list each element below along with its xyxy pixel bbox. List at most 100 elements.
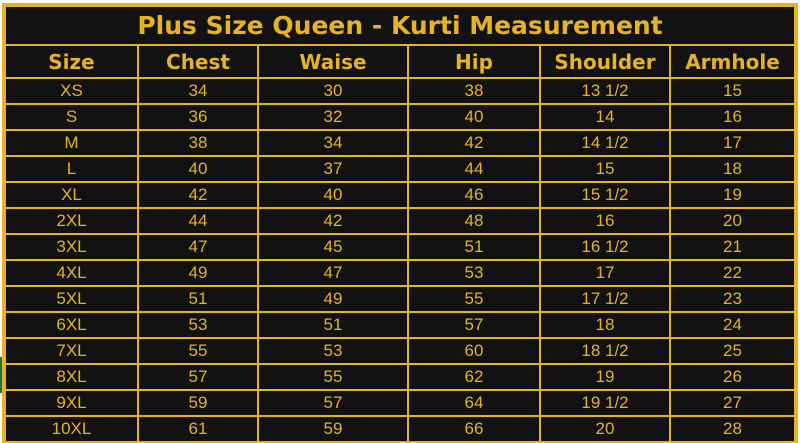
cell-shoulder: 15 1/2 bbox=[539, 181, 671, 209]
cell-chest: 36 bbox=[137, 103, 259, 131]
table-row: L 40 37 44 15 18 bbox=[4, 155, 796, 183]
cell-chest: 55 bbox=[137, 337, 259, 365]
cell-armhole: 27 bbox=[669, 389, 796, 417]
cell-armhole: 25 bbox=[669, 337, 796, 365]
cell-shoulder: 19 1/2 bbox=[539, 389, 671, 417]
cell-waise: 34 bbox=[257, 129, 409, 157]
cell-hip: 46 bbox=[407, 181, 541, 209]
cell-hip: 64 bbox=[407, 389, 541, 417]
cell-chest: 47 bbox=[137, 233, 259, 261]
cell-chest: 57 bbox=[137, 363, 259, 391]
cell-armhole: 22 bbox=[669, 259, 796, 287]
cell-chest: 34 bbox=[137, 77, 259, 105]
cell-size: M bbox=[4, 129, 139, 157]
table-row: M 38 34 42 14 1/2 17 bbox=[4, 129, 796, 157]
cell-armhole: 20 bbox=[669, 207, 796, 235]
cell-chest: 59 bbox=[137, 389, 259, 417]
cell-shoulder: 20 bbox=[539, 415, 671, 443]
cell-chest: 40 bbox=[137, 155, 259, 183]
cell-armhole: 15 bbox=[669, 77, 796, 105]
cell-size: 2XL bbox=[4, 207, 139, 235]
measurement-sheet: Plus Size Queen - Kurti Measurement Size… bbox=[2, 3, 798, 443]
cell-size: 10XL bbox=[4, 415, 139, 443]
cell-shoulder: 19 bbox=[539, 363, 671, 391]
cell-waise: 59 bbox=[257, 415, 409, 443]
cell-size: 9XL bbox=[4, 389, 139, 417]
cell-chest: 51 bbox=[137, 285, 259, 313]
cell-waise: 55 bbox=[257, 363, 409, 391]
cell-hip: 66 bbox=[407, 415, 541, 443]
cell-waise: 45 bbox=[257, 233, 409, 261]
cell-armhole: 23 bbox=[669, 285, 796, 313]
cell-waise: 53 bbox=[257, 337, 409, 365]
header-row: Size Chest Waise Hip Shoulder Armhole bbox=[4, 44, 796, 79]
cell-size: 6XL bbox=[4, 311, 139, 339]
table-row: XS 34 30 38 13 1/2 15 bbox=[4, 77, 796, 105]
cell-size: L bbox=[4, 155, 139, 183]
cell-size: S bbox=[4, 103, 139, 131]
cell-armhole: 17 bbox=[669, 129, 796, 157]
cell-chest: 49 bbox=[137, 259, 259, 287]
table-title: Plus Size Queen - Kurti Measurement bbox=[4, 5, 796, 46]
cell-waise: 32 bbox=[257, 103, 409, 131]
cell-armhole: 21 bbox=[669, 233, 796, 261]
cell-hip: 40 bbox=[407, 103, 541, 131]
cell-hip: 57 bbox=[407, 311, 541, 339]
cell-chest: 38 bbox=[137, 129, 259, 157]
table-row: 5XL 51 49 55 17 1/2 23 bbox=[4, 285, 796, 313]
cell-hip: 62 bbox=[407, 363, 541, 391]
table-row: 9XL 59 57 64 19 1/2 27 bbox=[4, 389, 796, 417]
column-header-size: Size bbox=[4, 44, 139, 79]
cell-armhole: 26 bbox=[669, 363, 796, 391]
cell-armhole: 18 bbox=[669, 155, 796, 183]
cell-waise: 42 bbox=[257, 207, 409, 235]
table-row: 10XL 61 59 66 20 28 bbox=[4, 415, 796, 443]
cell-shoulder: 17 1/2 bbox=[539, 285, 671, 313]
column-header-armhole: Armhole bbox=[669, 44, 796, 79]
cell-hip: 55 bbox=[407, 285, 541, 313]
size-chart-table: Plus Size Queen - Kurti Measurement Size… bbox=[4, 5, 796, 443]
cell-armhole: 19 bbox=[669, 181, 796, 209]
cell-chest: 44 bbox=[137, 207, 259, 235]
cell-waise: 47 bbox=[257, 259, 409, 287]
cell-shoulder: 16 bbox=[539, 207, 671, 235]
cell-waise: 57 bbox=[257, 389, 409, 417]
cell-armhole: 24 bbox=[669, 311, 796, 339]
table-row: S 36 32 40 14 16 bbox=[4, 103, 796, 131]
cell-size: XL bbox=[4, 181, 139, 209]
column-header-hip: Hip bbox=[407, 44, 541, 79]
table-row: 3XL 47 45 51 16 1/2 21 bbox=[4, 233, 796, 261]
cell-size: XS bbox=[4, 77, 139, 105]
table-row: 2XL 44 42 48 16 20 bbox=[4, 207, 796, 235]
column-header-shoulder: Shoulder bbox=[539, 44, 671, 79]
cell-size: 8XL bbox=[4, 363, 139, 391]
cell-shoulder: 18 1/2 bbox=[539, 337, 671, 365]
cell-hip: 51 bbox=[407, 233, 541, 261]
cell-waise: 37 bbox=[257, 155, 409, 183]
cell-hip: 53 bbox=[407, 259, 541, 287]
cell-shoulder: 16 1/2 bbox=[539, 233, 671, 261]
cell-chest: 61 bbox=[137, 415, 259, 443]
table-row: 7XL 55 53 60 18 1/2 25 bbox=[4, 337, 796, 365]
column-header-waise: Waise bbox=[257, 44, 409, 79]
cell-size: 4XL bbox=[4, 259, 139, 287]
cell-waise: 30 bbox=[257, 77, 409, 105]
cell-armhole: 28 bbox=[669, 415, 796, 443]
cell-hip: 60 bbox=[407, 337, 541, 365]
cell-shoulder: 14 1/2 bbox=[539, 129, 671, 157]
column-header-chest: Chest bbox=[137, 44, 259, 79]
cell-hip: 44 bbox=[407, 155, 541, 183]
table-row: 6XL 53 51 57 18 24 bbox=[4, 311, 796, 339]
table-row: XL 42 40 46 15 1/2 19 bbox=[4, 181, 796, 209]
cell-waise: 49 bbox=[257, 285, 409, 313]
cell-size: 7XL bbox=[4, 337, 139, 365]
cell-chest: 42 bbox=[137, 181, 259, 209]
cell-waise: 51 bbox=[257, 311, 409, 339]
cell-armhole: 16 bbox=[669, 103, 796, 131]
cell-chest: 53 bbox=[137, 311, 259, 339]
cell-shoulder: 15 bbox=[539, 155, 671, 183]
cell-hip: 42 bbox=[407, 129, 541, 157]
table-row: 8XL 57 55 62 19 26 bbox=[4, 363, 796, 391]
cell-shoulder: 17 bbox=[539, 259, 671, 287]
cell-hip: 48 bbox=[407, 207, 541, 235]
